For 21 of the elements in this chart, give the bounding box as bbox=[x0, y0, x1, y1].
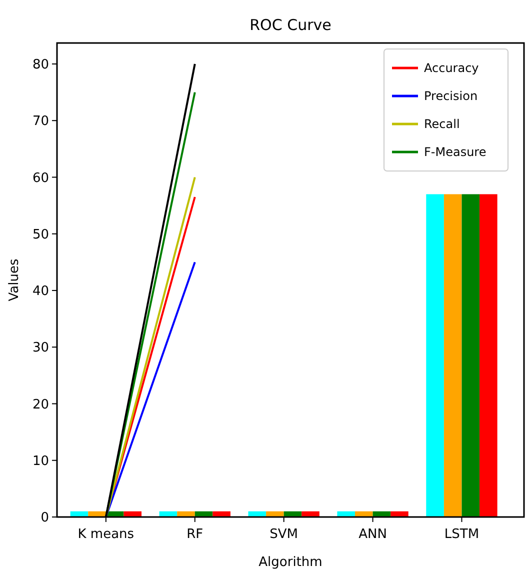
chart-title: ROC Curve bbox=[250, 16, 332, 34]
y-tick-label: 20 bbox=[32, 397, 49, 412]
y-tick-label: 60 bbox=[32, 170, 49, 186]
x-tick-label: ANN bbox=[358, 527, 387, 542]
x-tick-label: LSTM bbox=[444, 527, 480, 542]
y-tick-label: 10 bbox=[32, 454, 49, 469]
x-tick-label: SVM bbox=[270, 527, 298, 542]
legend-label: Recall bbox=[424, 117, 460, 132]
legend-label: Precision bbox=[424, 89, 478, 104]
x-tick-label: K means bbox=[78, 527, 134, 542]
y-tick-label: 30 bbox=[32, 340, 49, 356]
legend-label: F-Measure bbox=[424, 145, 486, 160]
legend-label: Accuracy bbox=[424, 61, 479, 76]
x-tick-label: RF bbox=[186, 527, 204, 542]
y-tick-label: 40 bbox=[32, 284, 49, 300]
y-tick-label: 70 bbox=[32, 114, 49, 130]
y-tick-label: 0 bbox=[40, 510, 49, 526]
y-tick-label: 50 bbox=[32, 227, 49, 242]
y-tick-label: 80 bbox=[32, 58, 49, 73]
y-axis-title: Values bbox=[7, 258, 22, 302]
x-axis-title: Algorithm bbox=[258, 555, 322, 570]
